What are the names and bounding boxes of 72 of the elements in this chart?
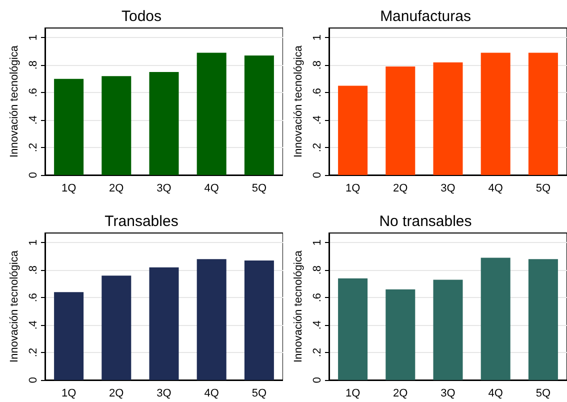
bar — [338, 278, 368, 380]
bar — [480, 52, 510, 175]
y-tick-label: .6 — [28, 292, 40, 302]
bar — [149, 72, 179, 175]
x-tick-label: 3Q — [156, 182, 172, 194]
y-axis-title: Innovación tecnológica — [292, 250, 305, 362]
x-tick-label: 3Q — [156, 388, 172, 400]
chart-title: Todos — [121, 8, 162, 25]
y-tick-label: 1 — [28, 240, 40, 246]
x-tick-label: 1Q — [61, 182, 77, 194]
x-tick-label: 4Q — [204, 388, 220, 400]
bar — [528, 259, 558, 380]
bar — [480, 258, 510, 380]
x-tick-label: 4Q — [488, 388, 504, 400]
y-tick-label: .6 — [312, 292, 324, 302]
chart-title: Manufacturas — [380, 8, 471, 25]
y-tick-label: 1 — [312, 34, 324, 41]
y-tick-label: .2 — [28, 142, 40, 152]
y-tick-label: .8 — [28, 266, 40, 275]
x-tick-label: 2Q — [393, 388, 408, 400]
bar — [244, 55, 274, 175]
bar — [433, 62, 463, 175]
bar — [54, 292, 84, 380]
y-tick-label: .4 — [28, 320, 40, 330]
bar — [196, 52, 226, 175]
bar — [54, 78, 84, 175]
y-tick-label: 1 — [28, 34, 40, 41]
chart-title: Transables — [104, 213, 178, 230]
y-tick-label: 0 — [28, 172, 40, 178]
bar — [102, 76, 132, 175]
y-tick-label: .6 — [28, 88, 40, 98]
x-tick-label: 2Q — [109, 182, 124, 194]
bar — [102, 276, 132, 380]
bar — [433, 280, 463, 380]
y-axis-title: Innovación tecnológica — [8, 250, 21, 362]
y-tick-label: .6 — [312, 88, 324, 98]
y-tick-label: .2 — [28, 348, 40, 358]
y-tick-label: .4 — [312, 320, 324, 330]
x-tick-label: 5Q — [536, 388, 551, 400]
y-tick-label: .8 — [28, 60, 40, 70]
y-tick-label: .4 — [28, 115, 40, 125]
x-tick-label: 5Q — [536, 182, 551, 194]
y-tick-label: .8 — [312, 60, 324, 70]
y-tick-label: 0 — [28, 376, 40, 384]
x-tick-label: 2Q — [109, 388, 124, 400]
x-tick-label: 2Q — [393, 182, 408, 194]
x-tick-label: 4Q — [488, 182, 504, 194]
y-tick-label: 1 — [312, 240, 324, 246]
bar — [196, 259, 226, 380]
y-tick-label: .2 — [312, 142, 324, 152]
y-tick-label: .8 — [312, 266, 324, 275]
bar — [528, 52, 558, 175]
x-tick-label: 1Q — [345, 388, 361, 400]
y-tick-label: 0 — [312, 172, 324, 178]
x-tick-label: 5Q — [252, 182, 267, 194]
bar — [338, 86, 368, 175]
x-tick-label: 3Q — [440, 182, 456, 194]
bar — [386, 66, 416, 175]
y-tick-label: .4 — [312, 115, 324, 125]
chart-title: No transables — [379, 213, 472, 230]
x-tick-label: 3Q — [440, 388, 456, 400]
x-tick-label: 4Q — [204, 182, 220, 194]
bar — [149, 267, 179, 380]
x-tick-label: 1Q — [345, 182, 361, 194]
bar — [386, 289, 416, 380]
x-tick-label: 5Q — [252, 388, 267, 400]
y-tick-label: 0 — [312, 376, 324, 384]
x-tick-label: 1Q — [61, 388, 77, 400]
bar — [244, 260, 274, 380]
y-tick-label: .2 — [312, 348, 324, 358]
y-axis-title: Innovación tecnológica — [292, 44, 305, 158]
y-axis-title: Innovación tecnológica — [8, 44, 21, 158]
